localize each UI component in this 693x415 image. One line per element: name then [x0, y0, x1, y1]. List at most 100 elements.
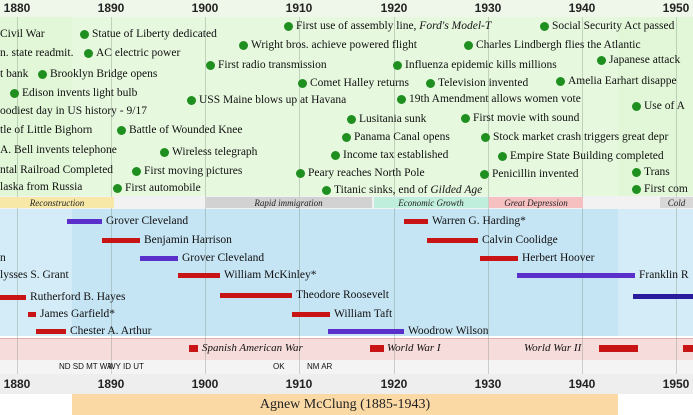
event-label[interactable]: Influenza epidemic kills millions [405, 59, 557, 71]
event-label[interactable]: Amelia Earhart disappe [568, 75, 677, 87]
president-name[interactable]: William Taft [334, 308, 393, 320]
president-name[interactable]: Herbert Hoover [522, 252, 595, 264]
event-label[interactable]: Statue of Liberty dedicated [92, 28, 217, 40]
year-label-bottom: 1880 [3, 377, 31, 391]
year-label-bottom: 1930 [474, 377, 502, 391]
event-label[interactable]: Use of A [644, 100, 685, 112]
event-label[interactable]: Trans [644, 166, 670, 178]
event-label[interactable]: First automobile [125, 182, 201, 194]
event-label[interactable]: Social Security Act passed [552, 20, 675, 32]
event-label[interactable]: First movie with sound [473, 112, 580, 124]
event-label[interactable]: Comet Halley returns [310, 77, 410, 89]
event-label[interactable]: Panama Canal opens [354, 131, 450, 143]
event-label[interactable]: Penicillin invented [492, 168, 579, 180]
event-label[interactable]: Japanese attack [609, 54, 681, 66]
event-dot-icon [80, 30, 89, 39]
president-name[interactable]: Grover Cleveland [106, 215, 189, 227]
president-name[interactable]: Grover Cleveland [182, 252, 265, 264]
event-dot-icon [556, 77, 565, 86]
event-dot-icon [239, 41, 248, 50]
event-dot-icon [132, 167, 141, 176]
year-label-top: 1940 [568, 1, 596, 15]
president-term-bar [292, 312, 330, 317]
event-label[interactable]: laska from Russia [0, 181, 83, 193]
era-label[interactable]: Rapid immigration [254, 198, 323, 208]
event-label[interactable]: First radio transmission [218, 59, 327, 71]
president-name[interactable]: Calvin Coolidge [482, 234, 558, 246]
president-name[interactable]: Warren G. Harding* [432, 215, 526, 227]
event-label[interactable]: USS Maine blows up at Havana [199, 94, 347, 106]
event-label[interactable]: Wireless telegraph [172, 146, 258, 158]
event-label[interactable]: Titanic sinks, end of Gilded Age [334, 184, 483, 196]
war-name[interactable]: World War II [524, 342, 582, 354]
president-term-bar [102, 238, 140, 243]
event-label[interactable]: First com [644, 183, 688, 195]
event-label[interactable]: Brooklyn Bridge opens [50, 68, 158, 80]
war-name[interactable]: World War I [387, 342, 441, 354]
event-label[interactable]: Peary reaches North Pole [308, 167, 425, 179]
event-label[interactable]: tle of Little Bighorn [0, 124, 93, 136]
event-label[interactable]: A. Bell invents telephone [0, 144, 117, 156]
event-dot-icon [342, 133, 351, 142]
event-label[interactable]: Battle of Wounded Knee [129, 124, 243, 136]
header-bar-top [0, 0, 693, 17]
president-name[interactable]: Chester A. Arthur [70, 325, 152, 337]
war-bar [599, 345, 638, 352]
era-label[interactable]: Great Depression [504, 198, 568, 208]
event-label[interactable]: oodiest day in US history - 9/17 [0, 105, 147, 117]
event-label[interactable]: Civil War [0, 28, 45, 40]
year-label-top: 1910 [285, 1, 313, 15]
president-name[interactable]: Theodore Roosevelt [296, 289, 389, 301]
event-dot-icon [331, 151, 340, 160]
decade-line [205, 17, 206, 374]
president-name[interactable]: n [0, 252, 6, 264]
president-term-bar [0, 295, 26, 300]
event-label[interactable]: First moving pictures [144, 165, 243, 177]
event-label[interactable]: Edison invents light bulb [22, 87, 138, 99]
decade-line [676, 17, 677, 374]
state-admission-label[interactable]: WY ID UT [108, 362, 144, 371]
president-name[interactable]: Woodrow Wilson [408, 325, 489, 337]
event-dot-icon [397, 95, 406, 104]
era-label[interactable]: Cold [667, 198, 686, 208]
president-name[interactable]: Rutherford B. Hayes [30, 291, 126, 303]
event-label[interactable]: Television invented [438, 77, 529, 89]
president-name[interactable]: James Garfield* [40, 308, 116, 320]
event-label[interactable]: Wright bros. achieve powered flight [251, 39, 417, 51]
era-label[interactable]: Reconstruction [29, 198, 85, 208]
header-bar-bottom [0, 374, 693, 394]
event-label[interactable]: Empire State Building completed [510, 150, 664, 162]
event-label[interactable]: Income tax established [343, 149, 449, 161]
event-label[interactable]: 19th Amendment allows women vote [409, 93, 581, 105]
war-bar [683, 345, 693, 352]
event-dot-icon [481, 133, 490, 142]
state-admission-label[interactable]: ND SD MT WA [59, 362, 113, 371]
presidents-lifespan-shade [72, 209, 618, 336]
war-name[interactable]: Spanish American War [202, 342, 303, 354]
president-name[interactable]: William McKinley* [224, 269, 317, 281]
decade-line [488, 17, 489, 374]
event-label[interactable]: Lusitania sunk [359, 113, 427, 125]
event-label[interactable]: ntal Railroad Completed [0, 164, 114, 176]
era-label[interactable]: Economic Growth [398, 198, 464, 208]
president-term-bar [517, 273, 635, 278]
event-dot-icon [160, 148, 169, 157]
events-band [0, 17, 693, 196]
event-label[interactable]: First use of assembly line, Ford's Model… [296, 20, 492, 32]
lifespan-bar [72, 394, 618, 415]
state-admission-label[interactable]: OK [273, 362, 285, 371]
president-name[interactable]: Franklin R [639, 269, 689, 281]
event-label[interactable]: t bank [0, 68, 29, 80]
state-admission-label[interactable]: NM AR [307, 362, 333, 371]
event-label[interactable]: Stock market crash triggers great depr [493, 131, 669, 143]
event-label[interactable]: Charles Lindbergh flies the Atlantic [476, 39, 641, 51]
lifespan-label[interactable]: Agnew McClung (1885-1943) [259, 397, 431, 412]
president-name[interactable]: lysses S. Grant [0, 269, 69, 281]
year-label-bottom: 1900 [191, 377, 219, 391]
president-name[interactable]: Benjamin Harrison [144, 234, 232, 246]
event-label[interactable]: AC electric power [96, 47, 181, 59]
event-dot-icon [597, 56, 606, 65]
event-label[interactable]: n. state readmit. [0, 47, 74, 59]
president-term-bar [328, 329, 404, 334]
president-term-bar [28, 312, 36, 317]
